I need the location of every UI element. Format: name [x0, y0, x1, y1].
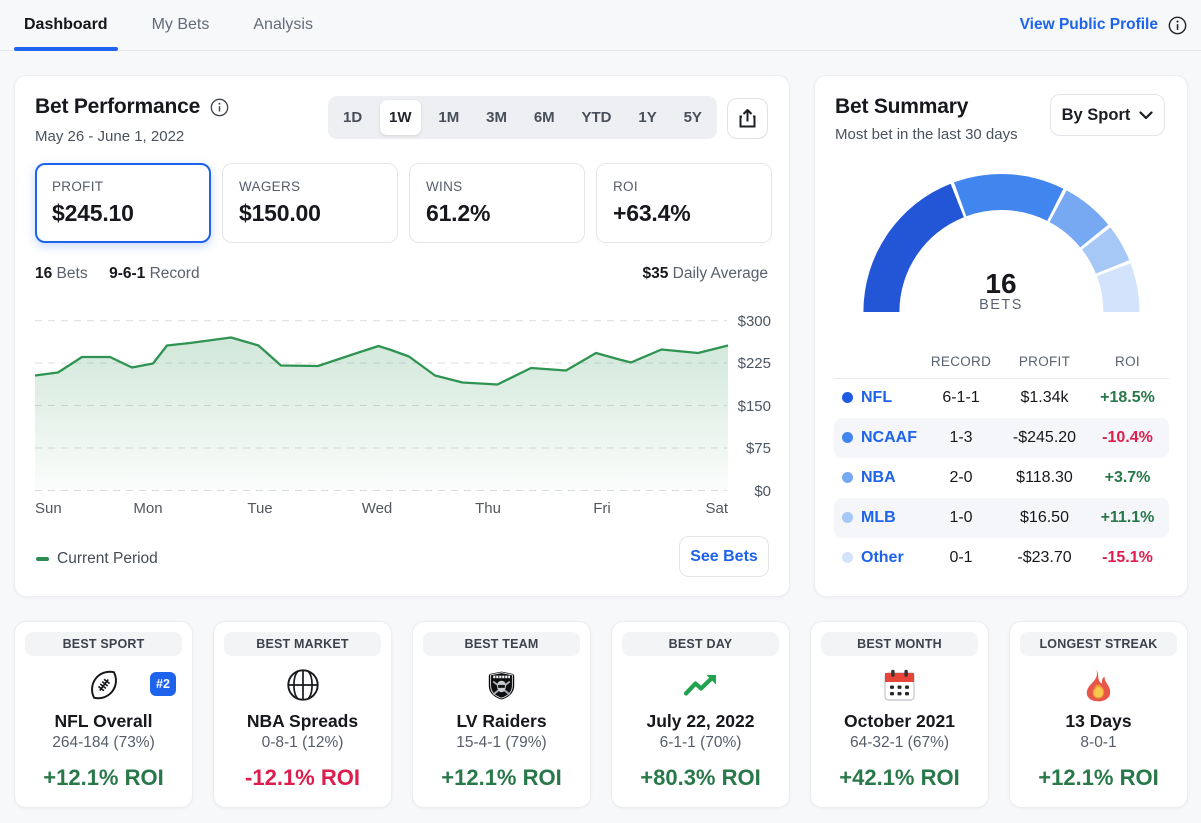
svg-text:Tue: Tue — [247, 500, 272, 517]
svg-text:Thu: Thu — [475, 500, 501, 517]
svg-text:$150: $150 — [738, 398, 771, 415]
svg-text:Wed: Wed — [362, 500, 393, 517]
svg-text:$300: $300 — [738, 313, 771, 330]
svg-text:$0: $0 — [754, 483, 771, 500]
svg-text:$225: $225 — [738, 355, 771, 372]
svg-text:$75: $75 — [746, 440, 771, 457]
svg-text:Sun: Sun — [35, 500, 62, 517]
svg-text:Sat: Sat — [705, 500, 728, 517]
svg-text:Fri: Fri — [593, 500, 611, 517]
svg-text:Mon: Mon — [133, 500, 162, 517]
